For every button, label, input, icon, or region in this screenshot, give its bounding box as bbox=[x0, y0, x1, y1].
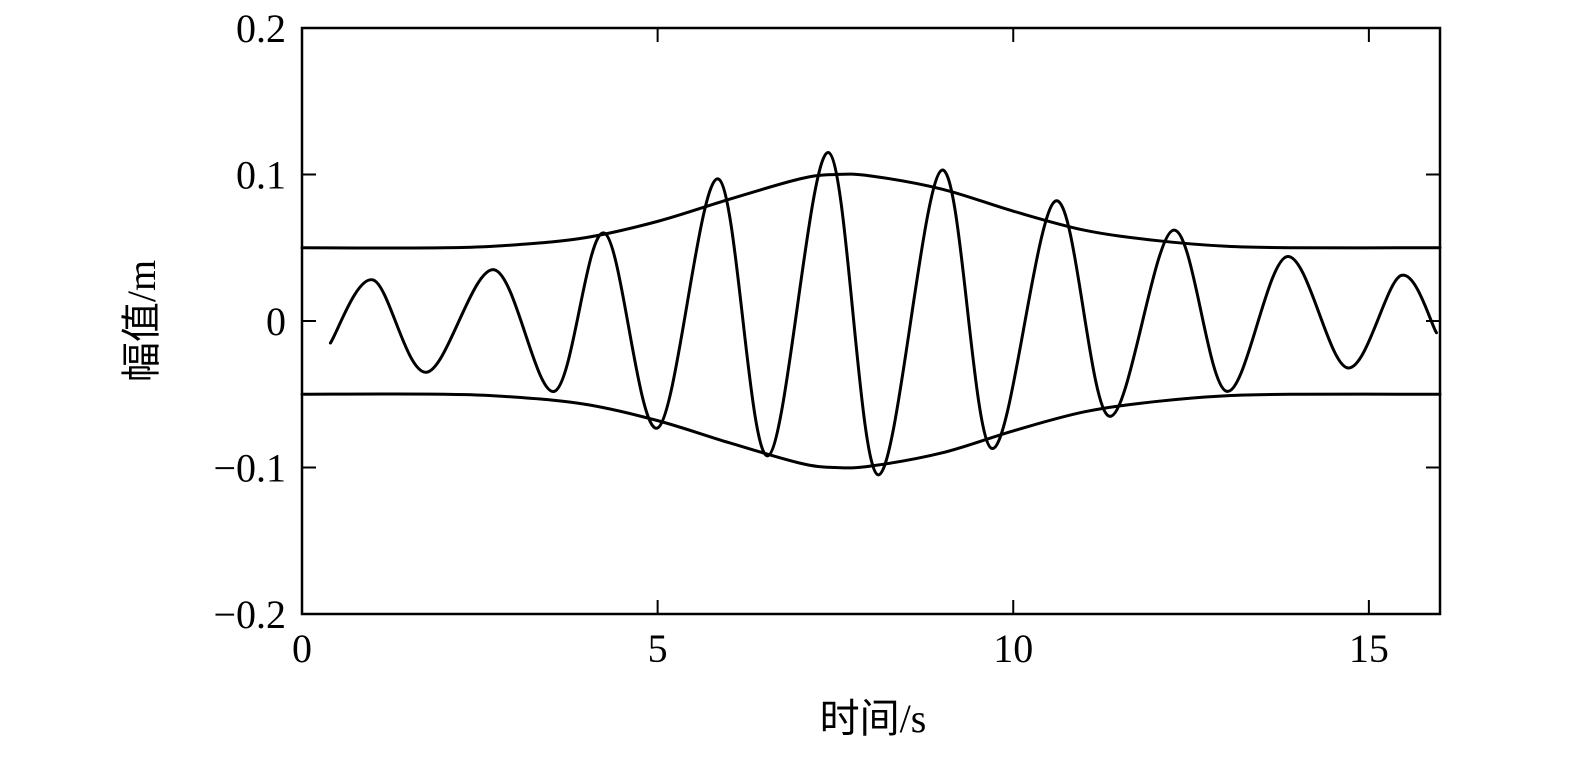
series-line-0 bbox=[328, 151, 1438, 477]
y-tick-label: −0.2 bbox=[213, 592, 286, 637]
x-tick-label: 0 bbox=[292, 626, 312, 671]
x-tick-label: 15 bbox=[1349, 626, 1389, 671]
series-line-1 bbox=[300, 172, 1442, 250]
y-tick-label: 0 bbox=[266, 299, 286, 344]
series-line-2 bbox=[300, 392, 1442, 470]
labels-layer: 0 5 10 15 0.2 0.1 0 −0.1 −0.2 bbox=[213, 6, 1388, 671]
x-tick-label: 10 bbox=[993, 626, 1033, 671]
x-tick-label: 5 bbox=[648, 626, 668, 671]
y-tick-label: 0.1 bbox=[236, 153, 286, 198]
y-tick-label: −0.1 bbox=[213, 446, 286, 491]
x-axis-label: 时间/s bbox=[820, 696, 927, 741]
ticks-layer bbox=[302, 28, 1440, 614]
plot-frame bbox=[300, 26, 1442, 616]
y-axis-label: 幅值/m bbox=[119, 260, 164, 382]
y-tick-label: 0.2 bbox=[236, 6, 286, 51]
series-layer bbox=[300, 151, 1442, 477]
